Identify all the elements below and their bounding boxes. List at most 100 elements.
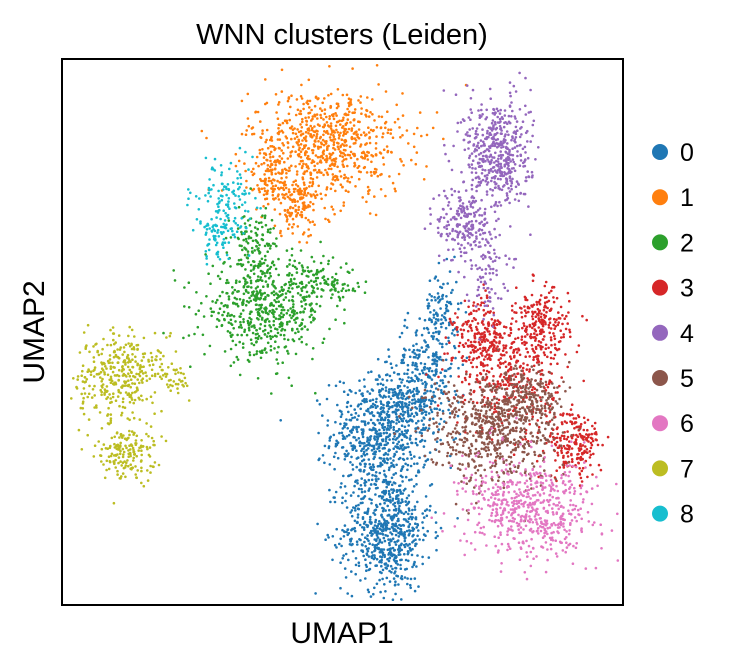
point xyxy=(257,311,260,315)
point xyxy=(404,558,408,562)
point xyxy=(428,484,432,487)
point xyxy=(566,435,570,439)
point xyxy=(246,92,250,96)
point xyxy=(429,408,433,412)
point xyxy=(189,365,192,369)
point xyxy=(399,412,403,416)
point xyxy=(244,282,247,286)
point xyxy=(306,328,309,331)
point xyxy=(359,95,363,98)
point xyxy=(470,187,474,191)
point xyxy=(579,422,583,426)
point xyxy=(325,129,329,133)
point xyxy=(461,359,465,363)
point xyxy=(513,163,517,166)
point xyxy=(397,457,401,461)
point xyxy=(390,151,393,154)
point xyxy=(389,128,393,131)
point xyxy=(307,132,310,135)
point xyxy=(262,156,266,159)
point xyxy=(358,379,361,383)
point xyxy=(342,201,346,204)
point xyxy=(223,350,227,353)
point xyxy=(251,239,255,243)
point xyxy=(344,552,348,556)
point xyxy=(434,370,438,374)
point xyxy=(247,301,251,304)
point xyxy=(573,427,576,430)
point xyxy=(365,452,369,456)
point xyxy=(561,322,564,326)
point xyxy=(334,289,337,292)
point xyxy=(321,414,324,417)
point xyxy=(404,348,407,352)
point xyxy=(408,542,411,546)
point xyxy=(329,122,333,125)
point xyxy=(389,564,393,568)
point xyxy=(344,157,348,161)
point xyxy=(254,287,258,290)
point xyxy=(509,326,512,330)
point xyxy=(495,107,499,111)
point xyxy=(386,110,389,113)
point xyxy=(491,194,494,197)
point xyxy=(242,238,245,242)
point xyxy=(515,359,519,363)
point xyxy=(503,109,507,112)
point xyxy=(284,282,288,286)
point xyxy=(366,440,369,443)
point xyxy=(310,313,313,317)
point xyxy=(270,261,274,265)
point xyxy=(582,379,585,383)
point xyxy=(543,353,547,357)
point xyxy=(323,112,327,116)
point xyxy=(366,438,370,441)
point xyxy=(265,335,269,338)
point xyxy=(255,308,258,311)
point xyxy=(485,183,489,186)
point xyxy=(307,269,310,273)
point xyxy=(467,305,470,309)
point xyxy=(302,102,305,106)
point xyxy=(415,329,419,332)
point xyxy=(395,422,398,425)
point xyxy=(397,507,401,510)
point xyxy=(375,582,379,586)
point xyxy=(409,434,412,438)
point xyxy=(301,318,304,322)
point xyxy=(343,308,346,312)
point xyxy=(326,124,330,127)
point xyxy=(343,452,347,456)
point xyxy=(286,218,289,221)
point xyxy=(438,355,442,359)
point xyxy=(510,101,513,104)
point xyxy=(414,356,417,359)
point xyxy=(286,320,289,324)
point xyxy=(395,430,398,433)
point xyxy=(407,415,410,418)
point xyxy=(400,575,404,578)
point xyxy=(304,153,307,157)
point xyxy=(395,409,399,412)
point xyxy=(336,281,339,285)
point xyxy=(513,198,517,201)
point xyxy=(385,360,388,364)
point xyxy=(279,419,283,422)
point xyxy=(508,176,512,180)
point xyxy=(409,577,413,581)
point xyxy=(444,369,448,373)
point xyxy=(421,512,425,515)
point xyxy=(492,311,496,315)
point xyxy=(515,120,519,123)
point xyxy=(520,126,523,129)
point xyxy=(269,329,273,333)
point xyxy=(277,193,280,196)
point xyxy=(356,482,359,485)
point xyxy=(225,251,229,254)
point xyxy=(281,121,285,125)
point xyxy=(310,149,314,152)
point xyxy=(363,465,367,468)
point xyxy=(300,327,304,331)
point xyxy=(468,156,471,160)
point xyxy=(383,447,387,450)
